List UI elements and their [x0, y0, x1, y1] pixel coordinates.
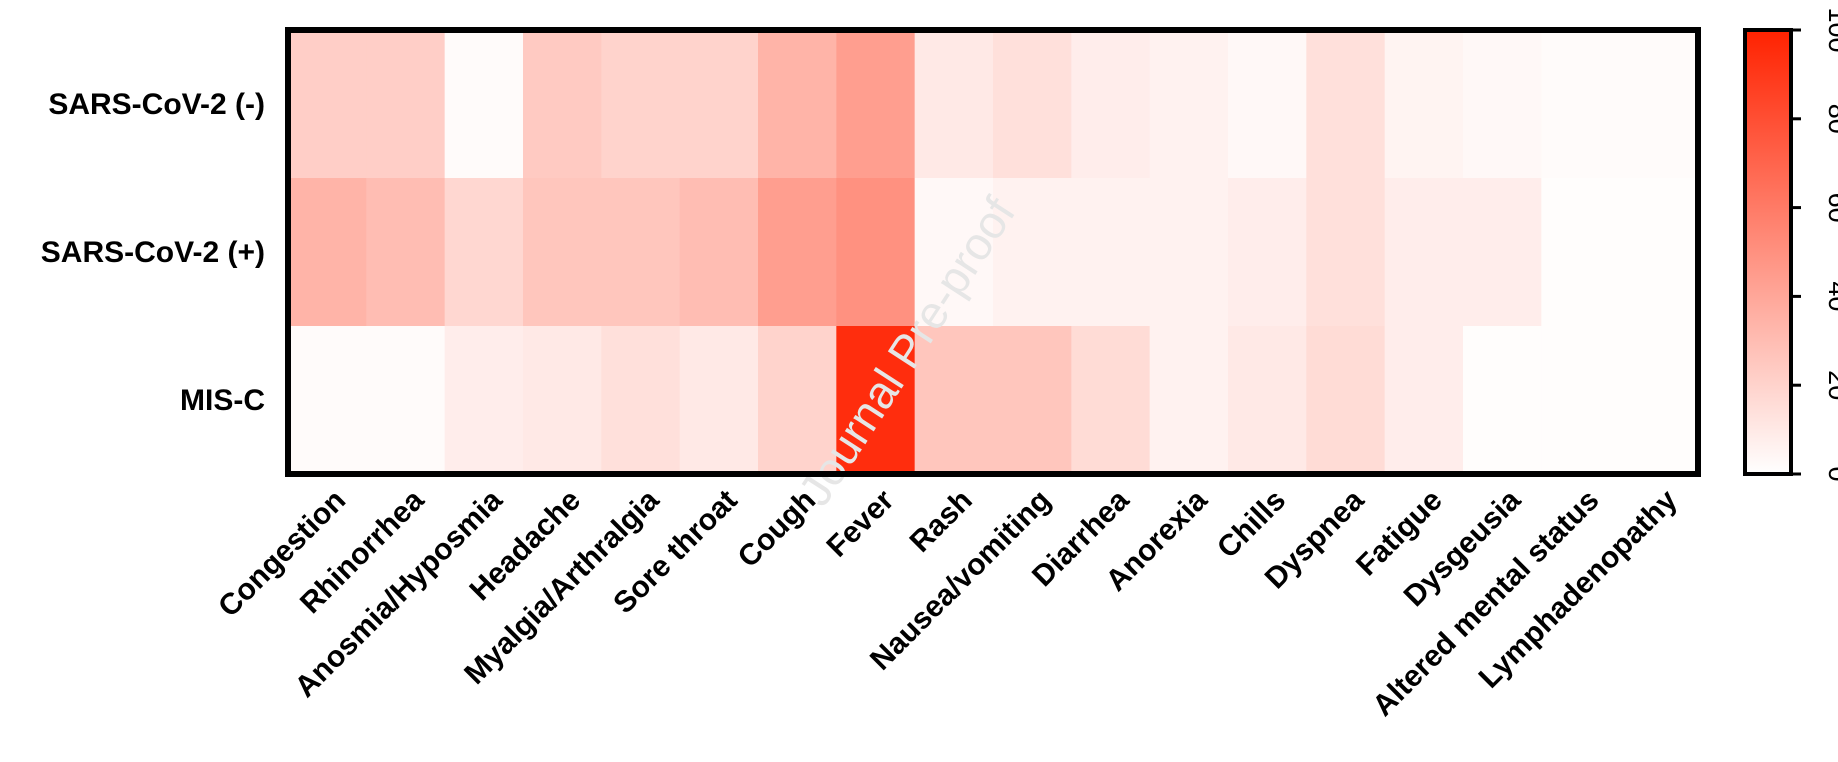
heatmap-cell [1463, 30, 1542, 179]
heatmap-cell [1619, 326, 1699, 475]
heatmap-cell [601, 326, 681, 475]
heatmap-cell [1149, 178, 1229, 327]
heatmap-cell [836, 178, 916, 327]
heatmap-cell [1619, 178, 1699, 327]
heatmap-cells [288, 30, 1699, 475]
heatmap-cell [523, 178, 602, 327]
colorbar-tick-label: 80 [1823, 104, 1838, 134]
row-label: SARS-CoV-2 (+) [41, 236, 265, 269]
heatmap-cell [444, 30, 524, 179]
heatmap-cell [1463, 326, 1542, 475]
heatmap-cell [993, 30, 1072, 179]
heatmap-cell [1306, 30, 1386, 179]
heatmap-cell [523, 30, 602, 179]
heatmap-cell [1619, 30, 1699, 179]
colorbar [1743, 28, 1793, 476]
colorbar-tick-label: 40 [1823, 281, 1838, 311]
heatmap-cell [1384, 30, 1464, 179]
heatmap-cell [1306, 178, 1386, 327]
heatmap-cell [993, 326, 1072, 475]
heatmap-cell [288, 178, 367, 327]
heatmap-cell [288, 326, 367, 475]
column-labels: CongestionRhinorrheaAnosmia/HyposmiaHead… [212, 483, 1684, 722]
heatmap-cell [758, 326, 837, 475]
heatmap-cell [366, 178, 446, 327]
heatmap-cell [993, 178, 1072, 327]
heatmap-cell [1228, 178, 1307, 327]
colorbar-ticks: 0 20 40 60 80 100 [1791, 7, 1838, 482]
heatmap-cell [1541, 30, 1621, 179]
heatmap-cell [914, 178, 994, 327]
heatmap-cell [1384, 178, 1464, 327]
heatmap-cell [836, 30, 916, 179]
heatmap-cell [601, 178, 681, 327]
heatmap-cell [1149, 326, 1229, 475]
heatmap-cell [679, 30, 759, 179]
colorbar-tick-label: 0 [1823, 466, 1838, 481]
heatmap-cell [914, 326, 994, 475]
heatmap-cell [1463, 178, 1542, 327]
heatmap-cell [1071, 178, 1151, 327]
heatmap-cell [1149, 30, 1229, 179]
colorbar-tick-label: 100 [1823, 7, 1838, 52]
heatmap-cell [523, 326, 602, 475]
row-labels: SARS-CoV-2 (-) SARS-CoV-2 (+) MIS-C [41, 88, 265, 417]
colorbar-tick-label: 20 [1823, 370, 1838, 400]
heatmap-cell [914, 30, 994, 179]
heatmap-cell [1541, 326, 1621, 475]
heatmap-cell [758, 178, 837, 327]
heatmap-cell [679, 326, 759, 475]
heatmap-cell [1071, 326, 1151, 475]
heatmap-cell [1306, 326, 1386, 475]
heatmap-cell [1384, 326, 1464, 475]
heatmap-frame [285, 27, 1701, 477]
heatmap-cell [1228, 326, 1307, 475]
colorbar-tick-label: 60 [1823, 193, 1838, 223]
heatmap-cell [758, 30, 837, 179]
column-label: Cough [732, 484, 822, 574]
heatmap-cell [366, 326, 446, 475]
heatmap-cell [679, 178, 759, 327]
heatmap-cell [1228, 30, 1307, 179]
column-label: Rash [904, 484, 979, 559]
row-label: SARS-CoV-2 (-) [48, 88, 265, 121]
heatmap-cell [288, 30, 367, 179]
heatmap-cell [366, 30, 446, 179]
heatmap-cell [836, 326, 916, 475]
heatmap-cell [601, 30, 681, 179]
heatmap-cell [1071, 30, 1151, 179]
heatmap-cell [444, 178, 524, 327]
row-label: MIS-C [180, 384, 265, 417]
heatmap-cell [444, 326, 524, 475]
heatmap-cell [1541, 178, 1621, 327]
